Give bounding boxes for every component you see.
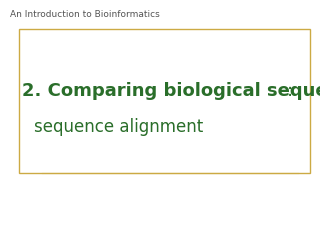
Bar [19, 29, 310, 173]
Text: An Introduction to Bioinformatics: An Introduction to Bioinformatics [10, 10, 159, 19]
Text: sequence alignment: sequence alignment [34, 118, 203, 136]
Text: 2. Comparing biological sequences: 2. Comparing biological sequences [22, 82, 320, 100]
Text: :: : [286, 82, 292, 100]
